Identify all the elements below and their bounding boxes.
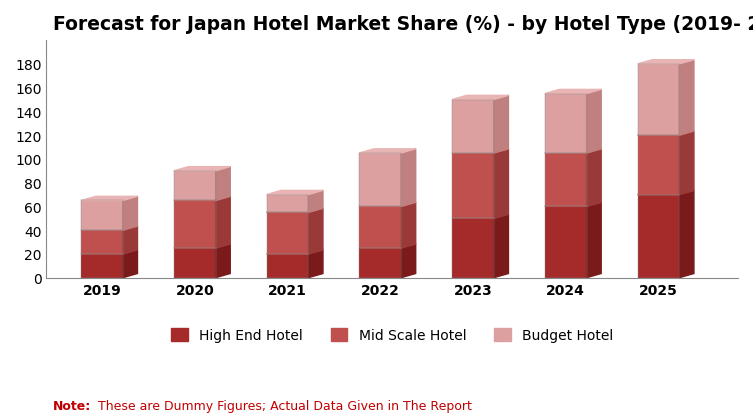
FancyBboxPatch shape xyxy=(545,278,601,280)
Polygon shape xyxy=(174,167,230,171)
FancyBboxPatch shape xyxy=(638,278,694,280)
Polygon shape xyxy=(215,244,230,278)
Polygon shape xyxy=(81,226,138,230)
Polygon shape xyxy=(309,191,323,213)
Bar xyxy=(81,230,123,254)
Polygon shape xyxy=(494,215,508,278)
Polygon shape xyxy=(123,197,138,230)
FancyBboxPatch shape xyxy=(359,278,416,280)
Polygon shape xyxy=(359,244,416,248)
FancyBboxPatch shape xyxy=(452,278,508,280)
FancyBboxPatch shape xyxy=(174,278,230,280)
Polygon shape xyxy=(215,167,230,201)
Bar xyxy=(638,65,679,136)
Polygon shape xyxy=(452,215,508,219)
Bar xyxy=(267,213,309,254)
Bar xyxy=(81,201,123,230)
Polygon shape xyxy=(679,132,694,195)
Polygon shape xyxy=(638,61,694,65)
Bar xyxy=(267,254,309,278)
Polygon shape xyxy=(81,250,138,254)
Bar xyxy=(267,195,309,213)
Polygon shape xyxy=(123,226,138,254)
FancyBboxPatch shape xyxy=(81,278,138,280)
Polygon shape xyxy=(494,150,508,219)
Polygon shape xyxy=(81,197,138,201)
Polygon shape xyxy=(267,191,323,195)
Polygon shape xyxy=(267,209,323,213)
Polygon shape xyxy=(401,203,416,248)
Polygon shape xyxy=(679,191,694,278)
Polygon shape xyxy=(545,150,601,154)
Polygon shape xyxy=(401,150,416,207)
Bar xyxy=(359,154,401,207)
Bar xyxy=(452,100,494,154)
Bar xyxy=(452,154,494,219)
Polygon shape xyxy=(174,244,230,248)
Polygon shape xyxy=(679,61,694,136)
Polygon shape xyxy=(587,150,601,207)
Polygon shape xyxy=(545,90,601,94)
Polygon shape xyxy=(359,150,416,154)
Text: Note:: Note: xyxy=(53,399,91,412)
Polygon shape xyxy=(267,250,323,254)
Bar xyxy=(174,201,215,248)
Polygon shape xyxy=(494,96,508,154)
Bar xyxy=(452,219,494,278)
Polygon shape xyxy=(452,150,508,154)
Polygon shape xyxy=(359,203,416,207)
Polygon shape xyxy=(123,250,138,278)
Bar xyxy=(174,248,215,278)
Bar xyxy=(174,171,215,201)
Bar xyxy=(638,136,679,195)
Bar xyxy=(638,195,679,278)
Bar xyxy=(545,154,587,207)
Bar xyxy=(359,207,401,248)
Polygon shape xyxy=(174,197,230,201)
Polygon shape xyxy=(587,90,601,154)
Text: Forecast for Japan Hotel Market Share (%) - by Hotel Type (2019- 2025): Forecast for Japan Hotel Market Share (%… xyxy=(53,15,753,34)
Legend: High End Hotel, Mid Scale Hotel, Budget Hotel: High End Hotel, Mid Scale Hotel, Budget … xyxy=(166,323,618,348)
Text: These are Dummy Figures; Actual Data Given in The Report: These are Dummy Figures; Actual Data Giv… xyxy=(98,399,472,412)
Polygon shape xyxy=(545,203,601,207)
Polygon shape xyxy=(452,96,508,100)
Polygon shape xyxy=(401,244,416,278)
Polygon shape xyxy=(309,209,323,254)
Polygon shape xyxy=(587,203,601,278)
Bar xyxy=(545,94,587,154)
Bar xyxy=(81,254,123,278)
Bar xyxy=(545,207,587,278)
FancyBboxPatch shape xyxy=(267,278,323,280)
Bar xyxy=(359,248,401,278)
Polygon shape xyxy=(215,197,230,248)
Polygon shape xyxy=(638,132,694,136)
Polygon shape xyxy=(638,191,694,195)
Polygon shape xyxy=(309,250,323,278)
